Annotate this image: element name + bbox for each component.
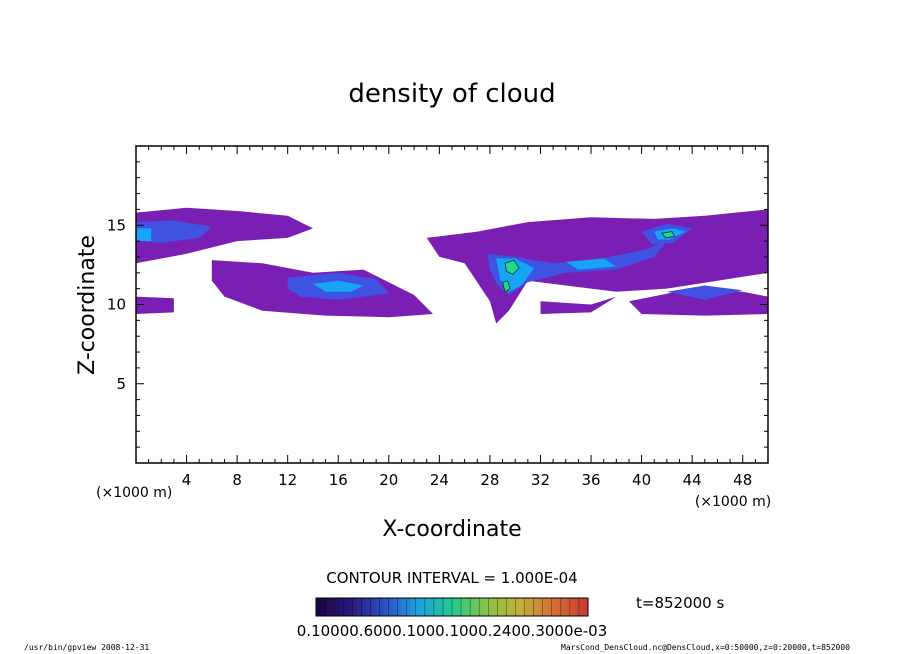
x-tick-label: 8 <box>232 471 242 489</box>
x-tick-label: 44 <box>683 471 702 489</box>
x-tick-label: 40 <box>632 471 651 489</box>
contour-region-level-2 <box>666 285 743 300</box>
y-tick-label: 15 <box>107 216 126 234</box>
time-label: t=852000 s <box>636 594 724 612</box>
x-tick-label: 48 <box>733 471 752 489</box>
footer-left: /usr/bin/gpview 2008-12-31 <box>24 643 149 652</box>
plot-area <box>136 207 768 324</box>
colorbar <box>315 597 589 617</box>
x-unit-left: (×1000 m) <box>96 485 172 501</box>
contour-region-level-4 <box>502 280 511 293</box>
x-tick-label: 24 <box>430 471 449 489</box>
x-tick-label: 28 <box>480 471 499 489</box>
y-tick-label: 5 <box>116 375 126 393</box>
contour-region-level-1 <box>629 288 768 316</box>
contour-region-level-2 <box>136 220 212 243</box>
x-tick-label: 12 <box>278 471 297 489</box>
contour-interval-label: CONTOUR INTERVAL = 1.000E-04 <box>326 569 577 587</box>
chart-title: density of cloud <box>348 79 555 109</box>
x-tick-label: 16 <box>329 471 348 489</box>
x-tick-label: 4 <box>182 471 192 489</box>
x-axis-label: X-coordinate <box>382 517 521 542</box>
contour-region-level-3 <box>313 280 364 292</box>
y-axis-label: Z-coordinate <box>75 235 100 375</box>
colorbar-labels: 0.10000.6000.1000.1000.2400.3000e-03 <box>297 622 607 640</box>
x-unit-right: (×1000 m) <box>695 494 771 510</box>
contour-region-level-1 <box>540 296 617 314</box>
contour-region-level-3 <box>136 228 152 242</box>
x-tick-label: 20 <box>379 471 398 489</box>
contour-region-level-4 <box>504 259 520 275</box>
x-tick-label: 32 <box>531 471 550 489</box>
contour-region-level-1 <box>136 296 174 314</box>
y-tick-label: 10 <box>107 296 126 314</box>
footer-right: MarsCond_DensCloud.nc@DensCloud,x=0:5000… <box>561 643 850 652</box>
contour-region-level-4 <box>661 231 676 239</box>
x-tick-label: 36 <box>581 471 600 489</box>
contour-region-level-3 <box>565 258 617 270</box>
